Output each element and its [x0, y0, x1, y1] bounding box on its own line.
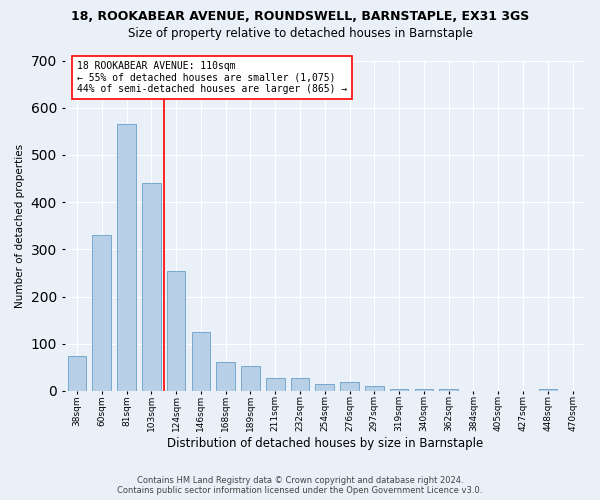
Bar	[365, 386, 383, 391]
Text: 18, ROOKABEAR AVENUE, ROUNDSWELL, BARNSTAPLE, EX31 3GS: 18, ROOKABEAR AVENUE, ROUNDSWELL, BARNST…	[71, 10, 529, 23]
Bar	[316, 384, 334, 391]
Bar	[241, 366, 260, 391]
X-axis label: Distribution of detached houses by size in Barnstaple: Distribution of detached houses by size …	[167, 437, 483, 450]
Bar	[439, 388, 458, 391]
Bar	[167, 270, 185, 391]
Text: Size of property relative to detached houses in Barnstaple: Size of property relative to detached ho…	[128, 28, 473, 40]
Text: 18 ROOKABEAR AVENUE: 110sqm
← 55% of detached houses are smaller (1,075)
44% of : 18 ROOKABEAR AVENUE: 110sqm ← 55% of det…	[77, 60, 347, 94]
Text: Contains HM Land Registry data © Crown copyright and database right 2024.
Contai: Contains HM Land Registry data © Crown c…	[118, 476, 482, 495]
Bar	[340, 382, 359, 391]
Bar	[68, 356, 86, 391]
Bar	[291, 378, 309, 391]
Bar	[390, 388, 409, 391]
Bar	[117, 124, 136, 391]
Y-axis label: Number of detached properties: Number of detached properties	[15, 144, 25, 308]
Bar	[92, 235, 111, 391]
Bar	[415, 388, 433, 391]
Bar	[266, 378, 284, 391]
Bar	[191, 332, 210, 391]
Bar	[217, 362, 235, 391]
Bar	[142, 183, 161, 391]
Bar	[539, 388, 557, 391]
